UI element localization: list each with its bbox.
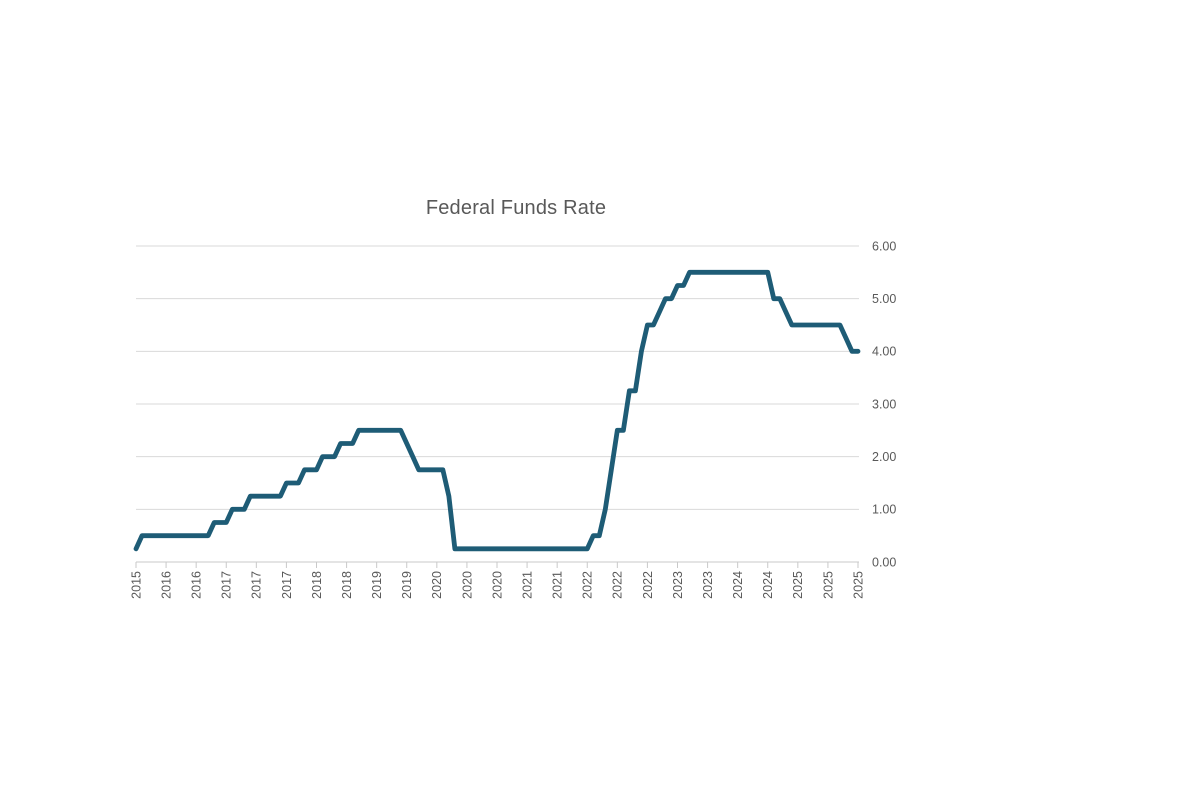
x-axis-label: 2022: [611, 571, 625, 599]
x-axis-label: 2016: [159, 571, 173, 599]
x-axis-label: 2024: [731, 571, 745, 599]
y-axis-label: 0.00: [872, 555, 896, 569]
x-axis-label: 2017: [280, 571, 294, 599]
x-axis-label: 2019: [370, 571, 384, 599]
x-axis-label: 2022: [641, 571, 655, 599]
x-axis-label: 2016: [190, 571, 204, 599]
x-axis-label: 2017: [250, 571, 264, 599]
x-axis-label: 2018: [340, 571, 354, 599]
x-axis-label: 2017: [220, 571, 234, 599]
x-axis-label: 2025: [851, 571, 865, 599]
y-axis-label: 5.00: [872, 292, 896, 306]
x-axis-label: 2025: [791, 571, 805, 599]
x-axis-label: 2023: [671, 571, 685, 599]
x-axis-label: 2021: [551, 571, 565, 599]
y-axis-label: 3.00: [872, 397, 896, 411]
x-axis-label: 2024: [761, 571, 775, 599]
x-axis-label: 2025: [821, 571, 835, 599]
x-axis-label: 2022: [581, 571, 595, 599]
y-axis-label: 4.00: [872, 345, 896, 359]
x-axis-label: 2023: [701, 571, 715, 599]
federal-funds-rate-line: [133, 269, 861, 552]
y-axis-label: 6.00: [872, 239, 896, 253]
x-axis-label: 2018: [310, 571, 324, 599]
x-axis-label: 2015: [129, 571, 143, 599]
x-axis-label: 2020: [490, 571, 504, 599]
x-axis-label: 2020: [460, 571, 474, 599]
x-axis-label: 2021: [520, 571, 534, 599]
x-axis-label: 2020: [430, 571, 444, 599]
y-axis-label: 2.00: [872, 450, 896, 464]
y-axis-label: 1.00: [872, 503, 896, 517]
chart-title: Federal Funds Rate: [425, 197, 607, 219]
x-axis-label: 2019: [400, 571, 414, 599]
